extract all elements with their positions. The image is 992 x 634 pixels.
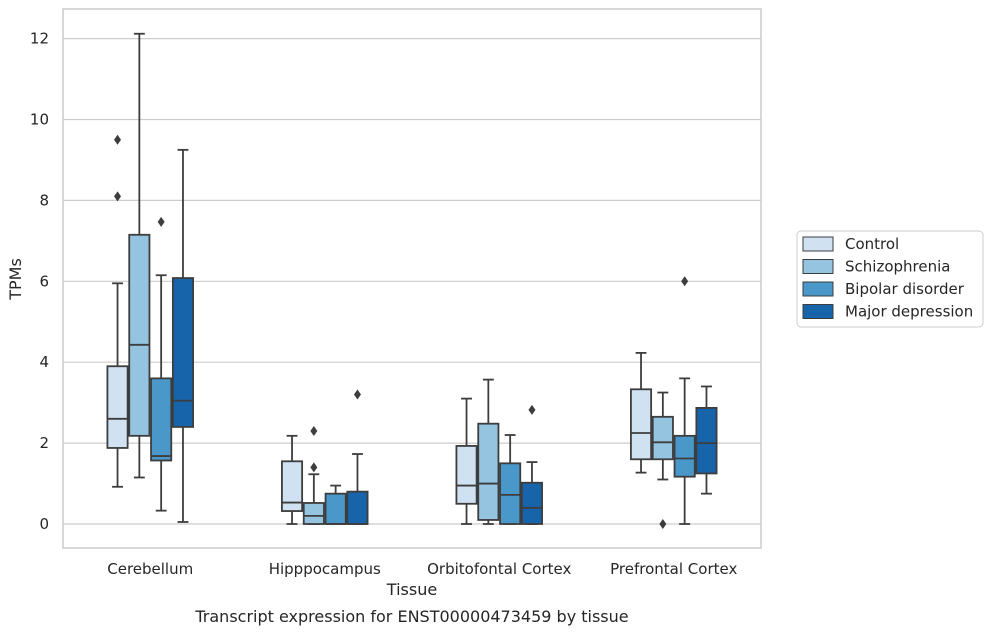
box-bipolar-disorder — [499, 434, 522, 525]
box-major-depression — [520, 404, 543, 525]
box-body — [651, 415, 674, 461]
legend-label: Control — [845, 235, 899, 253]
outlier-point — [528, 404, 536, 415]
box-body — [128, 233, 151, 437]
outlier-point — [353, 389, 361, 400]
legend-swatch — [802, 236, 834, 252]
x-tick-label: Orbitofontal Cortex — [427, 560, 571, 578]
box-bipolar-disorder — [673, 276, 696, 525]
figure-caption: Transcript expression for ENST0000047345… — [194, 607, 628, 626]
box-control — [281, 434, 304, 525]
box-bipolar-disorder — [324, 484, 347, 525]
box-body — [281, 460, 304, 512]
box-body — [455, 445, 478, 505]
box-body — [346, 490, 369, 525]
legend-label: Schizophrenia — [845, 258, 950, 276]
legend-label: Major depression — [845, 303, 973, 321]
box-layer — [106, 32, 718, 529]
x-tick-labels: Cerebellum Hipppocampus Orbitofontal Corte… — [107, 560, 737, 578]
x-tick-label: Prefrontal Cortex — [610, 560, 737, 578]
box-schizophrenia — [651, 391, 674, 529]
box-schizophrenia — [302, 425, 325, 525]
box-control — [630, 351, 653, 474]
legend-frame — [796, 230, 984, 328]
box-schizophrenia — [128, 32, 151, 479]
legend-label: Bipolar disorder — [845, 280, 965, 298]
legend-swatch — [802, 281, 834, 297]
legend: Control Schizophrenia Bipolar disorder Majo… — [796, 230, 984, 328]
x-tick-label: Hipppocampus — [269, 560, 381, 578]
x-axis-title: Tissue — [386, 580, 437, 599]
box-bipolar-disorder — [150, 216, 173, 512]
box-control — [106, 134, 129, 488]
box-body — [302, 502, 325, 525]
box-body — [695, 407, 718, 475]
box-body — [477, 422, 500, 521]
box-major-depression — [695, 385, 718, 495]
box-control — [455, 397, 478, 525]
box-schizophrenia — [477, 378, 500, 525]
y-tick-label: 12 — [30, 30, 49, 48]
legend-swatch — [802, 304, 834, 319]
outlier-point — [310, 425, 318, 436]
box-body — [499, 462, 522, 525]
box-major-depression — [171, 148, 194, 523]
box-body — [520, 481, 543, 525]
outlier-point — [310, 462, 318, 473]
outlier-point — [114, 191, 122, 202]
box-major-depression — [346, 389, 369, 525]
y-tick-label: 4 — [39, 353, 49, 371]
outlier-point — [681, 276, 689, 287]
y-tick-label: 0 — [39, 515, 49, 533]
y-tick-label: 10 — [30, 111, 49, 129]
y-tick-label: 6 — [39, 272, 49, 290]
y-axis-title: TPMs — [6, 258, 25, 301]
y-tick-labels: 0 2 4 6 8 10 12 — [30, 30, 49, 533]
y-tick-label: 8 — [39, 191, 49, 209]
box-body — [630, 388, 653, 461]
outlier-point — [659, 519, 667, 529]
plot-frame — [62, 8, 762, 549]
box-body — [106, 365, 129, 449]
legend-swatch — [802, 259, 834, 274]
y-tick-label: 2 — [39, 434, 49, 452]
box-body — [673, 434, 696, 478]
outlier-point — [114, 134, 122, 145]
box-body — [150, 377, 173, 462]
box-body — [324, 492, 347, 525]
x-tick-label: Cerebellum — [107, 560, 193, 578]
box-body — [171, 277, 194, 428]
outlier-point — [157, 216, 165, 227]
